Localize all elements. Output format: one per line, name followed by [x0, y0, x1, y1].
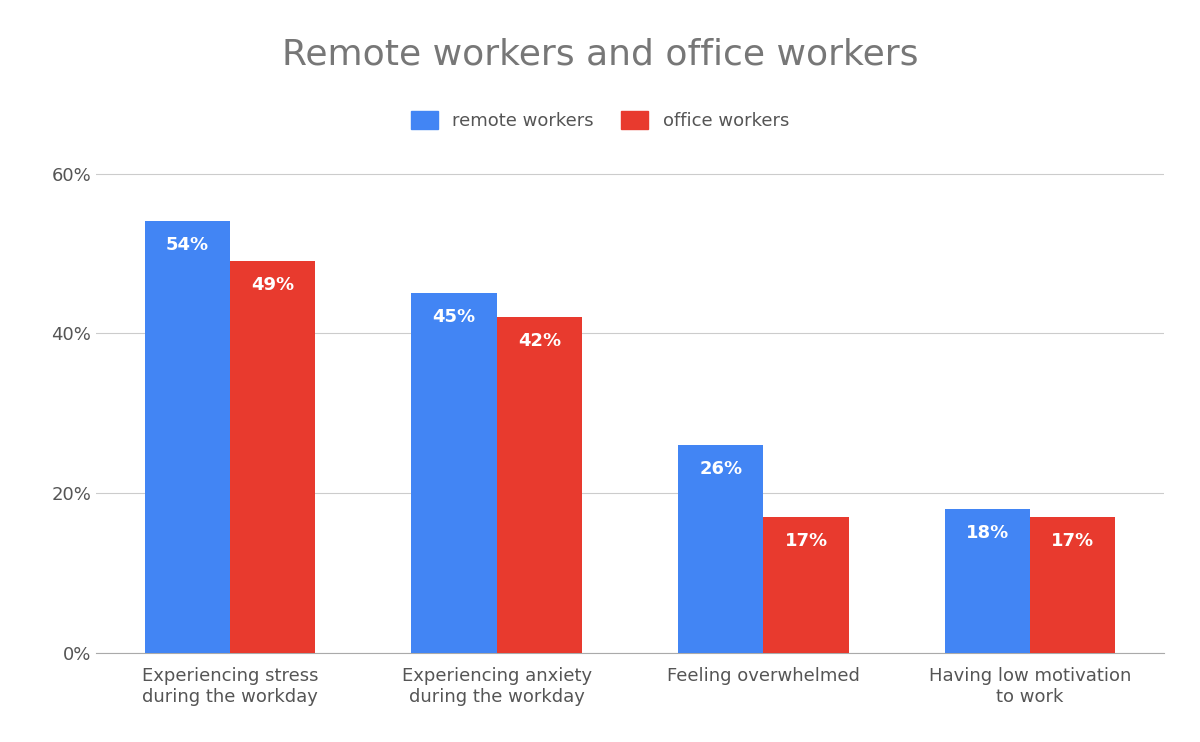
Text: Remote workers and office workers: Remote workers and office workers	[282, 37, 918, 71]
Text: 18%: 18%	[966, 524, 1009, 542]
Text: 49%: 49%	[251, 276, 294, 294]
Text: 26%: 26%	[700, 459, 743, 478]
Text: 42%: 42%	[517, 332, 560, 349]
Text: 54%: 54%	[166, 236, 209, 254]
Bar	[763, 517, 848, 653]
Bar	[944, 509, 1030, 653]
Bar	[678, 445, 763, 653]
Text: 17%: 17%	[1051, 531, 1094, 550]
Bar	[412, 293, 497, 653]
Text: 45%: 45%	[432, 308, 475, 326]
Bar	[1030, 517, 1116, 653]
Bar	[497, 318, 582, 653]
Legend: remote workers, office workers: remote workers, office workers	[402, 102, 798, 139]
Bar	[144, 221, 230, 653]
Bar	[230, 261, 316, 653]
Text: 17%: 17%	[785, 531, 828, 550]
